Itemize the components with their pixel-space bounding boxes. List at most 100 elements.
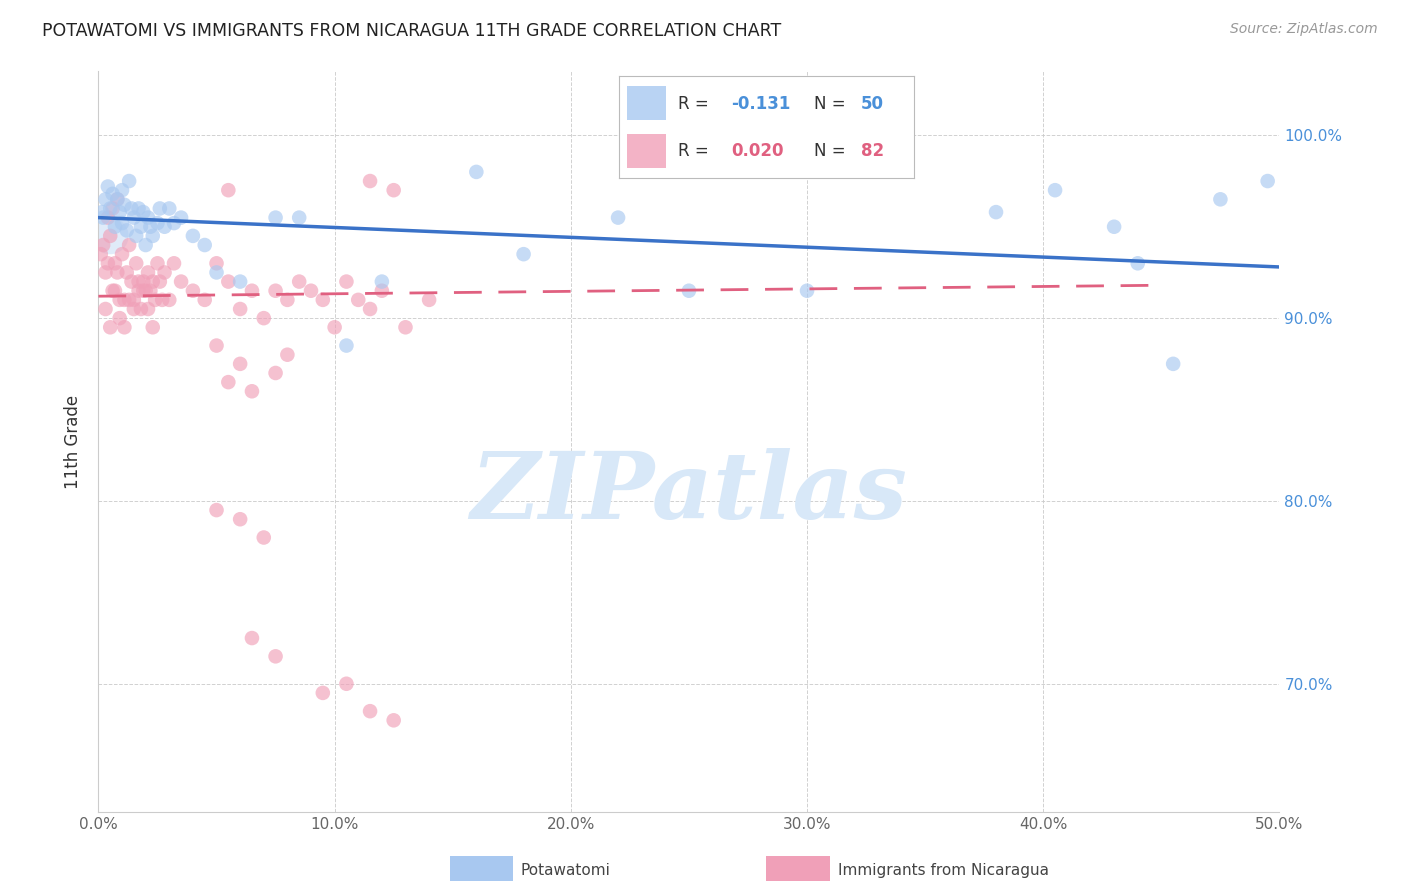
Point — [121, 202, 143, 216]
Point — [128, 275, 150, 289]
Point — [128, 202, 150, 216]
Point — [264, 649, 287, 664]
Point — [122, 301, 145, 316]
Point — [142, 320, 165, 334]
Point — [105, 192, 128, 206]
Point — [111, 183, 134, 197]
Point — [153, 265, 176, 279]
Point — [170, 211, 193, 225]
Point — [105, 192, 128, 206]
Point — [153, 219, 176, 234]
Point — [288, 275, 311, 289]
Point — [607, 211, 630, 225]
Point — [122, 211, 145, 225]
Point — [276, 293, 298, 307]
Point — [108, 311, 131, 326]
Point — [101, 284, 124, 298]
Point — [163, 256, 186, 270]
Point — [97, 211, 120, 225]
Point — [139, 284, 162, 298]
Point — [194, 238, 217, 252]
Point — [149, 202, 172, 216]
Point — [112, 320, 135, 334]
Point — [359, 301, 381, 316]
Point — [98, 228, 121, 243]
Point — [264, 211, 287, 225]
Point — [112, 198, 135, 212]
Point — [94, 192, 117, 206]
Point — [205, 265, 228, 279]
Point — [512, 247, 534, 261]
Text: Source: ZipAtlas.com: Source: ZipAtlas.com — [1230, 22, 1378, 37]
Point — [1257, 174, 1279, 188]
Point — [1102, 219, 1125, 234]
Point — [142, 228, 165, 243]
Text: 50: 50 — [860, 95, 884, 112]
Point — [121, 275, 143, 289]
Point — [125, 228, 148, 243]
Point — [104, 284, 127, 298]
Point — [150, 293, 173, 307]
Point — [205, 256, 228, 270]
Point — [104, 256, 127, 270]
Point — [129, 301, 152, 316]
Point — [217, 183, 239, 197]
Point — [136, 211, 159, 225]
Point — [157, 202, 180, 216]
Text: Potawatomi: Potawatomi — [520, 863, 610, 878]
Point — [253, 311, 276, 326]
Point — [240, 384, 263, 399]
Y-axis label: 11th Grade: 11th Grade — [65, 394, 83, 489]
Point — [382, 183, 405, 197]
Point — [112, 293, 135, 307]
Point — [359, 174, 381, 188]
Point — [149, 275, 172, 289]
Text: -0.131: -0.131 — [731, 95, 790, 112]
Text: 82: 82 — [860, 142, 884, 160]
Point — [122, 293, 145, 307]
Point — [465, 165, 488, 179]
Text: Immigrants from Nicaragua: Immigrants from Nicaragua — [838, 863, 1049, 878]
Point — [91, 238, 114, 252]
Point — [359, 704, 381, 718]
Point — [128, 284, 150, 298]
Point — [335, 677, 357, 691]
Point — [139, 219, 162, 234]
Text: N =: N = — [814, 142, 851, 160]
Point — [253, 531, 276, 545]
Point — [1126, 256, 1149, 270]
Point — [101, 202, 124, 216]
Point — [132, 205, 155, 219]
Text: 0.020: 0.020 — [731, 142, 783, 160]
Point — [163, 216, 186, 230]
Point — [143, 293, 166, 307]
Point — [170, 275, 193, 289]
Point — [240, 631, 263, 645]
Point — [418, 293, 440, 307]
Point — [276, 348, 298, 362]
Point — [371, 284, 394, 298]
Point — [1043, 183, 1066, 197]
Point — [135, 284, 157, 298]
Point — [90, 247, 112, 261]
Point — [98, 228, 121, 243]
Point — [264, 366, 287, 380]
Point — [105, 265, 128, 279]
Point — [101, 186, 124, 201]
Point — [135, 238, 157, 252]
Point — [94, 301, 117, 316]
Point — [382, 714, 405, 728]
Point — [288, 211, 311, 225]
Point — [394, 320, 416, 334]
Point — [194, 293, 217, 307]
Point — [205, 503, 228, 517]
Point — [1209, 192, 1232, 206]
Point — [240, 284, 263, 298]
Point — [118, 238, 141, 252]
Point — [91, 211, 114, 225]
Point — [229, 275, 252, 289]
Point — [98, 202, 121, 216]
Point — [217, 275, 239, 289]
FancyBboxPatch shape — [627, 135, 666, 168]
Point — [347, 293, 370, 307]
